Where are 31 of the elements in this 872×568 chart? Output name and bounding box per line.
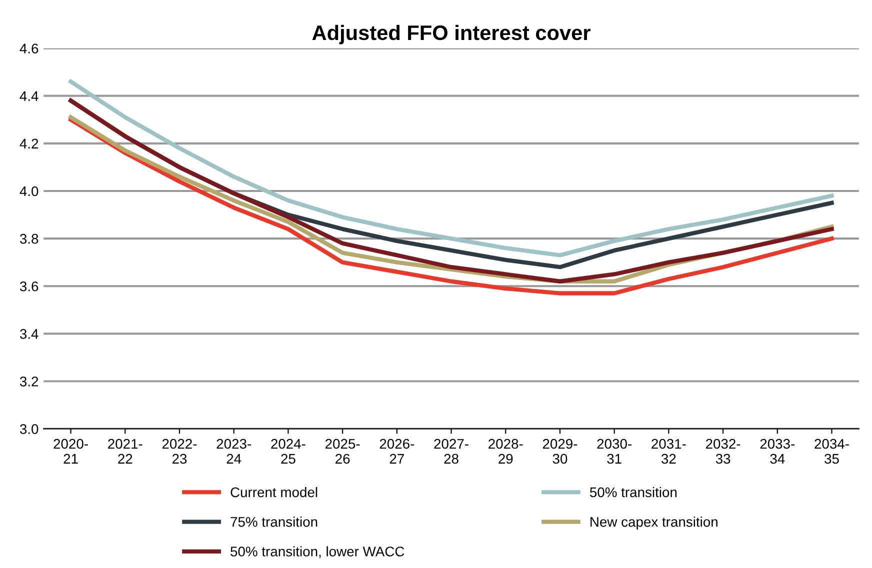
y-tick-label: 4.4	[20, 91, 38, 101]
y-tick-label: 4.6	[20, 44, 38, 54]
line-series	[68, 79, 834, 258]
legend-label: 50% transition	[590, 487, 677, 498]
y-tick-label: 4.2	[20, 138, 38, 148]
legend-label: New capex transition	[590, 516, 718, 530]
x-tick-label: 2023- 24	[216, 438, 251, 464]
legend-label: Current model	[230, 487, 318, 498]
y-tick-label: 3.8	[20, 234, 38, 244]
y-tick-label: 3.0	[20, 424, 38, 434]
x-tick-label: 2022- 23	[162, 438, 197, 464]
x-tick-label: 2028- 29	[488, 438, 523, 464]
x-tick-label: 2025- 26	[325, 438, 360, 464]
x-tick-label: 2030- 31	[597, 438, 632, 464]
y-tick-label: 3.6	[20, 281, 38, 292]
y-tick-label: 3.4	[20, 329, 38, 339]
x-tick-label: 2034- 35	[814, 438, 849, 464]
x-tick-label: 2033- 34	[760, 438, 795, 464]
x-tick-label: 2029- 30	[542, 438, 578, 464]
x-tick-label: 2031- 32	[652, 438, 686, 464]
x-tick-label: 2026- 27	[380, 438, 414, 464]
x-tick-label: 2027- 28	[434, 438, 468, 464]
x-tick-label: 2032- 33	[706, 438, 740, 464]
x-tick-label: 2020- 21	[54, 438, 88, 464]
legend-label: 75% transition	[230, 516, 318, 527]
chart-title: Adjusted FFO interest cover	[312, 24, 590, 44]
x-tick-label: 2024- 25	[271, 438, 306, 464]
x-tick-label: 2021- 22	[108, 438, 142, 464]
legend-label: 50% transition, lower WACC	[230, 546, 404, 558]
y-tick-label: 3.2	[20, 376, 38, 386]
y-tick-label: 4.0	[20, 186, 38, 196]
